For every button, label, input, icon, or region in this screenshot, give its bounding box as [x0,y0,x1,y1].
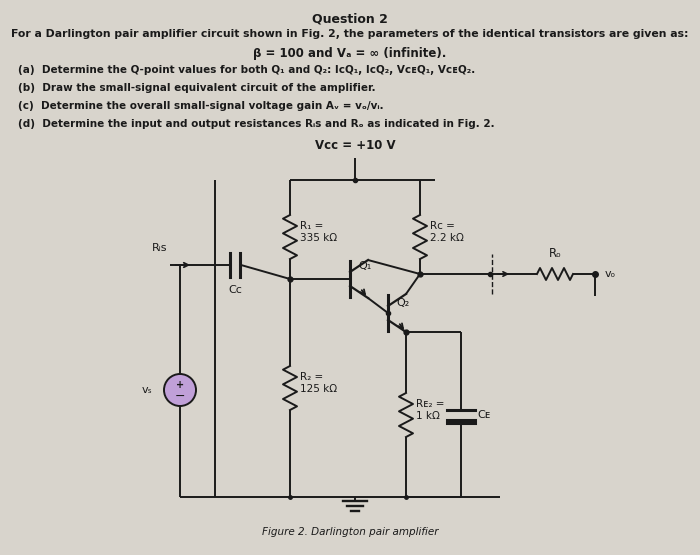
Text: (b)  Draw the small-signal equivalent circuit of the amplifier.: (b) Draw the small-signal equivalent cir… [18,83,376,93]
Text: Q₁: Q₁ [358,261,371,271]
Text: Vᴄᴄ = +10 V: Vᴄᴄ = +10 V [315,139,395,152]
Text: For a Darlington pair amplifier circuit shown in Fig. 2, the parameters of the i: For a Darlington pair amplifier circuit … [11,29,689,39]
Text: (c)  Determine the overall small-signal voltage gain Aᵥ = vₒ/vᵢ.: (c) Determine the overall small-signal v… [18,101,384,111]
Text: Figure 2. Darlington pair amplifier: Figure 2. Darlington pair amplifier [262,527,438,537]
Text: vₛ: vₛ [141,385,152,395]
Text: Cᴇ: Cᴇ [477,410,490,420]
Text: R₂ =
125 kΩ: R₂ = 125 kΩ [300,372,337,394]
Text: (a)  Determine the Q-point values for both Q₁ and Q₂: IᴄQ₁, IᴄQ₂, VᴄᴇQ₁, VᴄᴇQ₂.: (a) Determine the Q-point values for bot… [18,65,475,75]
Circle shape [164,374,196,406]
Text: (d)  Determine the input and output resistances Rᵢs and Rₒ as indicated in Fig. : (d) Determine the input and output resis… [18,119,495,129]
Text: β = 100 and Vₐ = ∞ (infinite).: β = 100 and Vₐ = ∞ (infinite). [253,47,447,60]
Text: Cᴄ: Cᴄ [228,285,242,295]
Text: +: + [176,380,184,390]
Text: Rᴇ₂ =
1 kΩ: Rᴇ₂ = 1 kΩ [416,399,444,421]
Text: −: − [175,390,186,402]
Text: Rᵢs: Rᵢs [153,243,168,253]
Text: Q₂: Q₂ [396,298,410,308]
Text: Rᴄ =
2.2 kΩ: Rᴄ = 2.2 kΩ [430,221,464,243]
Text: vₒ: vₒ [605,269,616,279]
Text: R₁ =
335 kΩ: R₁ = 335 kΩ [300,221,337,243]
Text: Question 2: Question 2 [312,13,388,26]
Text: Rₒ: Rₒ [549,247,561,260]
